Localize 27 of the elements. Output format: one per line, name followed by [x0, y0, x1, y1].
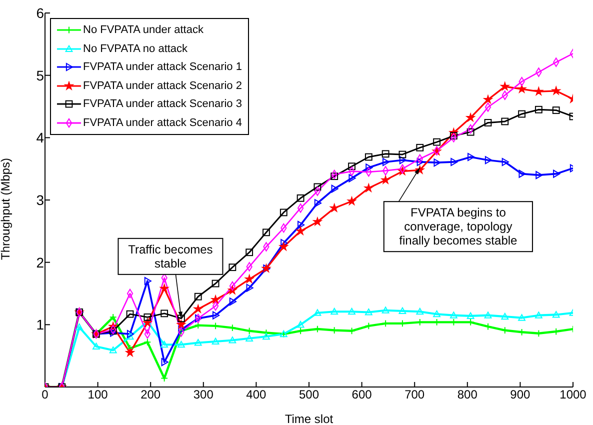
y-tick-label: 3: [36, 192, 44, 208]
y-tick-label: 2: [36, 254, 44, 270]
legend-label: FVPATA under attack Scenario 4: [83, 116, 242, 130]
legend-label: FVPATA under attack Scenario 2: [83, 78, 242, 93]
y-tick-label: 4: [36, 130, 44, 146]
x-tick-label: 700: [404, 388, 425, 402]
x-tick-label: 300: [193, 388, 214, 402]
x-tick-label: 800: [457, 388, 478, 402]
x-tick-label: 200: [140, 388, 161, 402]
x-tick-label: 100: [88, 388, 108, 402]
legend-label: No FVPATA no attack: [83, 42, 188, 56]
x-tick-label: 1000: [560, 388, 587, 402]
x-tick-label: 400: [246, 388, 267, 402]
y-tick-label: 5: [36, 67, 44, 84]
legend-label: FVPATA under attack Scenario 3: [83, 97, 242, 112]
y-tick-label: 1: [36, 316, 44, 333]
x-tick-label: 500: [298, 388, 320, 402]
legend-label: No FVPATA under attack: [83, 23, 204, 38]
legend-label: FVPATA under attack Scenario 1: [83, 60, 242, 74]
x-tick-label: 0: [42, 388, 49, 402]
x-tick-label: 900: [510, 388, 531, 402]
annotation: FVPATA begins to converage, topology finally becomes stable: [399, 206, 518, 248]
annotation: Traffic becomes stable: [128, 242, 213, 270]
x-tick-label: 600: [352, 388, 372, 402]
x-axis-title: Time slot: [284, 412, 334, 425]
y-tick-label: 6: [36, 4, 44, 21]
y-axis-title: Throughput (Mbps): [0, 158, 12, 260]
